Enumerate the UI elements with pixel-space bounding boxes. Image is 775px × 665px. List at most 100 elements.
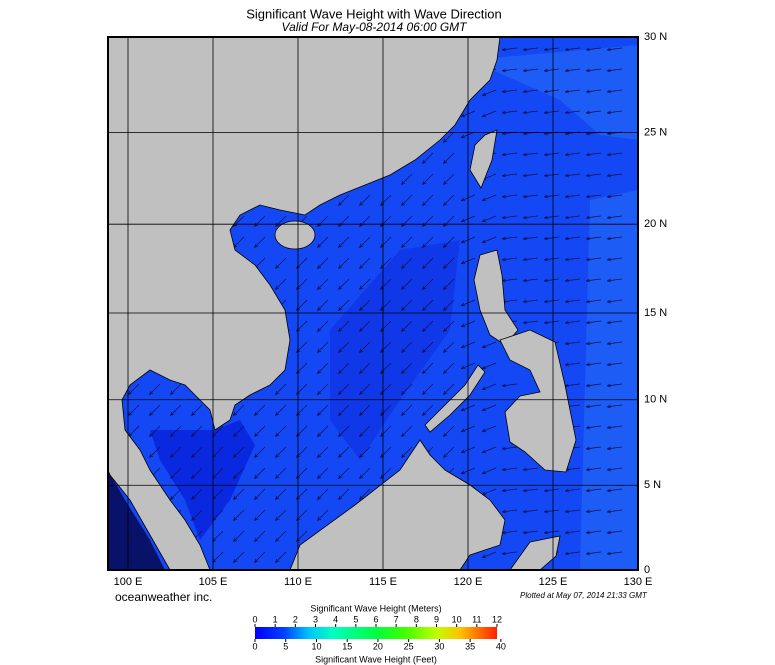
land-palawan xyxy=(424,364,486,433)
wave-arrow xyxy=(275,467,287,479)
wave-arrow xyxy=(501,152,518,157)
wave-arrow xyxy=(149,404,161,416)
map-frame xyxy=(107,36,639,571)
wave-arrow xyxy=(338,341,350,353)
wave-arrow xyxy=(233,467,245,479)
wave-arrow xyxy=(317,362,329,374)
wave-arrow xyxy=(543,173,560,178)
wave-arrow xyxy=(443,299,455,311)
lon-label: 115 E xyxy=(369,576,397,588)
wave-arrow xyxy=(522,257,539,262)
wave-arrow xyxy=(380,299,392,311)
feet-tick-label: 20 xyxy=(373,641,383,651)
wave-arrow xyxy=(401,341,413,353)
wave-arrow xyxy=(359,236,371,248)
sea-andaman xyxy=(108,470,165,570)
wave-arrow xyxy=(443,152,455,164)
wave-arrow xyxy=(501,446,518,451)
wave-arrow xyxy=(606,236,623,241)
wave-arrow xyxy=(422,215,434,227)
wave-arrow xyxy=(501,194,518,199)
wave-arrow xyxy=(401,404,413,416)
sea-gulf xyxy=(150,420,255,540)
feet-tick-label: 30 xyxy=(434,641,444,651)
wave-arrow xyxy=(380,320,392,332)
wave-arrow xyxy=(149,383,161,395)
wave-arrow xyxy=(254,467,266,479)
wave-arrow xyxy=(422,383,434,395)
wave-arrow xyxy=(501,173,518,178)
wave-arrow xyxy=(275,509,287,521)
wave-arrow xyxy=(543,278,560,283)
wave-arrow xyxy=(522,194,539,199)
wave-arrow xyxy=(522,509,539,514)
wave-arrow xyxy=(443,257,455,269)
wave-arrow xyxy=(275,446,287,458)
lat-label: 0 xyxy=(644,564,650,576)
colorbar-ticks: 0 1 2 3 4 5 6 7 8 9 10 11 120 5 10 15 20 25 30 35 40 xyxy=(252,614,505,651)
wave-arrow xyxy=(564,383,581,388)
wave-arrow xyxy=(543,320,560,325)
wave-arrow xyxy=(317,425,329,437)
wave-arrow xyxy=(401,173,413,185)
wave-arrow xyxy=(564,320,581,325)
wave-arrow xyxy=(338,278,350,290)
wave-arrow xyxy=(380,425,392,437)
land-taiwan xyxy=(469,129,498,189)
wave-arrow xyxy=(338,467,350,479)
wave-arrow xyxy=(522,299,539,304)
wave-arrow xyxy=(606,278,623,283)
wave-arrow xyxy=(338,488,350,500)
wave-arrow xyxy=(359,425,371,437)
wave-arrow xyxy=(317,383,329,395)
wave-arrow xyxy=(585,278,602,283)
wave-arrow xyxy=(191,467,203,479)
lat-label: 10 N xyxy=(644,394,667,406)
wave-arrow xyxy=(585,173,602,178)
wave-arrow xyxy=(585,215,602,220)
meters-tick-label: 4 xyxy=(333,614,338,624)
wave-arrow xyxy=(543,236,560,241)
wave-arrow xyxy=(422,278,434,290)
wave-arrow xyxy=(585,68,602,73)
wave-arrow xyxy=(254,488,266,500)
feet-tick-label: 0 xyxy=(252,641,257,651)
wave-arrow xyxy=(380,362,392,374)
wave-arrow xyxy=(275,404,287,416)
wave-arrow xyxy=(149,446,161,458)
wave-arrow xyxy=(422,404,434,416)
wave-arrow xyxy=(443,173,455,185)
wave-arrow xyxy=(170,404,182,416)
wave-arrow xyxy=(191,488,203,500)
wave-arrow xyxy=(254,530,266,542)
wave-arrow xyxy=(606,110,623,115)
meters-tick-label: 3 xyxy=(313,614,318,624)
sea-mid xyxy=(330,240,460,460)
wave-arrow xyxy=(606,467,623,472)
wave-arrow xyxy=(585,425,602,430)
wave-arrow xyxy=(149,425,161,437)
wave-arrow xyxy=(564,299,581,304)
wave-arrow xyxy=(275,383,287,395)
wave-arrow xyxy=(501,68,518,73)
wave-arrow xyxy=(606,215,623,220)
meters-tick-label: 6 xyxy=(373,614,378,624)
wave-arrow xyxy=(359,320,371,332)
wave-arrow xyxy=(522,89,539,94)
wave-arrow xyxy=(170,446,182,458)
wave-arrow xyxy=(170,488,182,500)
wave-arrow xyxy=(564,194,581,199)
wave-arrow xyxy=(606,299,623,304)
wave-arrow xyxy=(481,383,497,391)
wave-arrow xyxy=(585,404,602,409)
wave-arrow xyxy=(338,299,350,311)
feet-tick-label: 15 xyxy=(342,641,352,651)
wave-arrow xyxy=(401,320,413,332)
wave-arrow xyxy=(481,194,497,202)
wave-arrow xyxy=(401,257,413,269)
wave-arrow xyxy=(401,215,413,227)
wave-arrow xyxy=(338,383,350,395)
wave-arrow xyxy=(606,341,623,346)
wave-arrow xyxy=(564,89,581,94)
wave-arrow xyxy=(422,257,434,269)
